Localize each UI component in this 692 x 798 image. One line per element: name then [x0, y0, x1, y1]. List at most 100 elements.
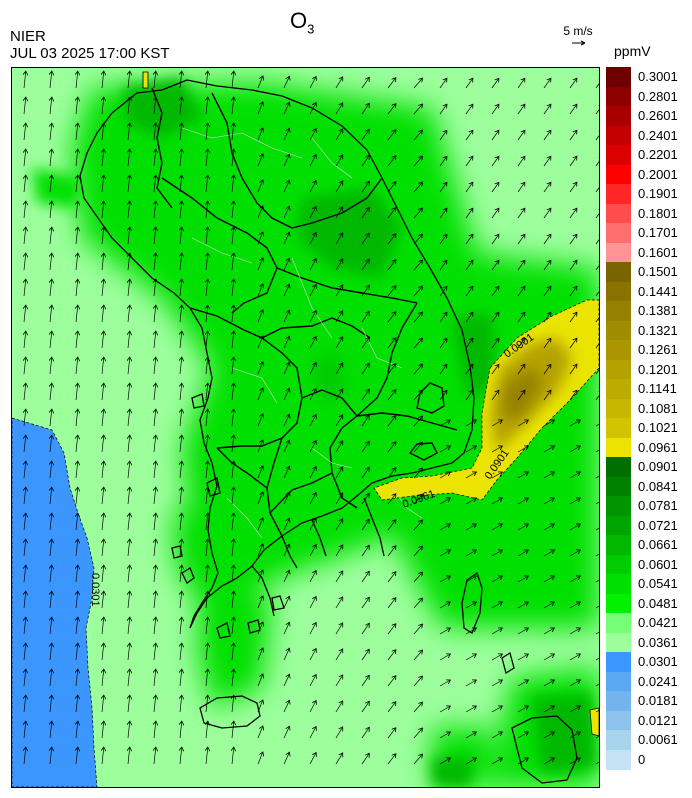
wind-arrow: [387, 728, 396, 739]
wind-arrow: [128, 357, 130, 375]
wind-arrow: [206, 97, 208, 115]
wind-arrow: [543, 156, 551, 167]
wind-arrow: [50, 565, 52, 583]
wind-arrow: [232, 617, 234, 635]
wind-arrow: [257, 700, 263, 713]
wind-arrow: [569, 338, 577, 349]
wind-arrow: [154, 747, 156, 765]
wind-arrow: [206, 747, 208, 765]
wind-arrow: [206, 435, 208, 453]
wind-arrow: [283, 570, 290, 583]
wind-arrow: [50, 279, 52, 297]
wind-arrow: [50, 175, 52, 193]
wind-arrow: [24, 305, 26, 323]
wind-arrow: [413, 494, 423, 505]
wind-arrow: [128, 747, 130, 765]
wind-arrow: [257, 154, 263, 167]
wind-arrow: [257, 128, 263, 141]
wind-arrow: [128, 123, 130, 141]
wind-arrow: [491, 130, 499, 141]
wind-arrow: [50, 435, 52, 453]
wind-arrow: [232, 461, 234, 479]
wind-arrow: [465, 706, 476, 713]
wind-arrow: [413, 754, 423, 765]
wind-arrow: [309, 103, 316, 115]
wind-arrow: [543, 130, 551, 141]
wind-arrow: [24, 565, 26, 583]
wind-arrow: [387, 338, 396, 349]
wind-arrow: [180, 591, 182, 609]
wind-arrow: [595, 683, 599, 687]
wind-arrow: [439, 758, 450, 765]
wind-arrow: [413, 728, 423, 739]
wind-arrow: [257, 440, 263, 453]
wind-arrow: [128, 617, 130, 635]
wind-arrow: [361, 545, 369, 557]
wind-arrow: [283, 284, 290, 297]
legend-label: 0.0421: [638, 615, 678, 630]
species-subscript: 3: [307, 21, 315, 37]
wind-arrow: [50, 643, 52, 661]
wind-arrow: [102, 487, 104, 505]
wind-arrow: [595, 286, 599, 297]
wind-arrow: [257, 752, 263, 765]
wind-arrow: [206, 383, 208, 401]
wind-arrow: [283, 180, 290, 193]
wind-arrow: [491, 156, 499, 167]
legend-swatch: [606, 730, 631, 750]
wind-arrow: [465, 364, 473, 375]
wind-arrow: [102, 539, 104, 557]
wind-arrow: [206, 357, 208, 375]
legend-label: 0.1801: [638, 205, 678, 221]
wind-arrow: [309, 207, 316, 219]
wind-arrow: [154, 435, 156, 453]
wind-arrow: [309, 77, 316, 89]
wind-arrow: [491, 208, 499, 219]
wind-arrow: [569, 706, 580, 713]
wind-arrow: [102, 279, 104, 297]
wind-arrow: [517, 758, 528, 765]
wind-arrow: [206, 123, 208, 141]
small-yellow-patch: [142, 71, 149, 89]
wind-arrow: [309, 233, 316, 245]
wind-arrow: [543, 498, 554, 505]
legend-label: 0.1201: [638, 361, 678, 377]
wind-arrow: [413, 364, 423, 375]
wind-arrow: [543, 234, 551, 245]
wind-arrow: [517, 260, 525, 271]
wind-arrow: [24, 357, 26, 375]
wind-arrow: [465, 602, 476, 609]
wind-arrow: [413, 598, 423, 609]
wind-arrow: [543, 182, 551, 193]
wind-arrow: [569, 498, 580, 505]
wind-arrow: [465, 78, 473, 89]
wind-arrow: [335, 233, 343, 245]
species-title: O3: [290, 8, 314, 36]
wind-arrow: [309, 597, 316, 609]
legend-label: 0.0601: [638, 556, 678, 572]
wind-arrow: [543, 732, 554, 739]
wind-arrow: [283, 128, 290, 141]
wind-arrow: [283, 466, 290, 479]
wind-arrow: [206, 175, 208, 193]
wind-arrow: [232, 747, 234, 765]
wind-arrow: [595, 390, 599, 401]
wind-arrow: [232, 383, 234, 401]
wind-arrow: [206, 513, 208, 531]
wind-arrow: [128, 591, 130, 609]
wind-arrow: [206, 253, 208, 271]
legend-swatch: [606, 164, 631, 185]
wind-arrow: [232, 253, 234, 271]
wind-arrow: [257, 388, 263, 401]
wind-arrow: [180, 227, 182, 245]
wind-arrow: [543, 312, 551, 323]
wind-arrow: [569, 732, 580, 739]
wind-arrow: [335, 129, 343, 141]
wind-arrow: [283, 752, 290, 765]
wind-arrow: [335, 311, 343, 323]
wind-arrow: [180, 71, 182, 89]
wind-arrow: [413, 442, 423, 453]
legend-swatch: [606, 125, 631, 146]
wind-arrow: [257, 570, 263, 583]
wind-arrow: [517, 602, 528, 609]
